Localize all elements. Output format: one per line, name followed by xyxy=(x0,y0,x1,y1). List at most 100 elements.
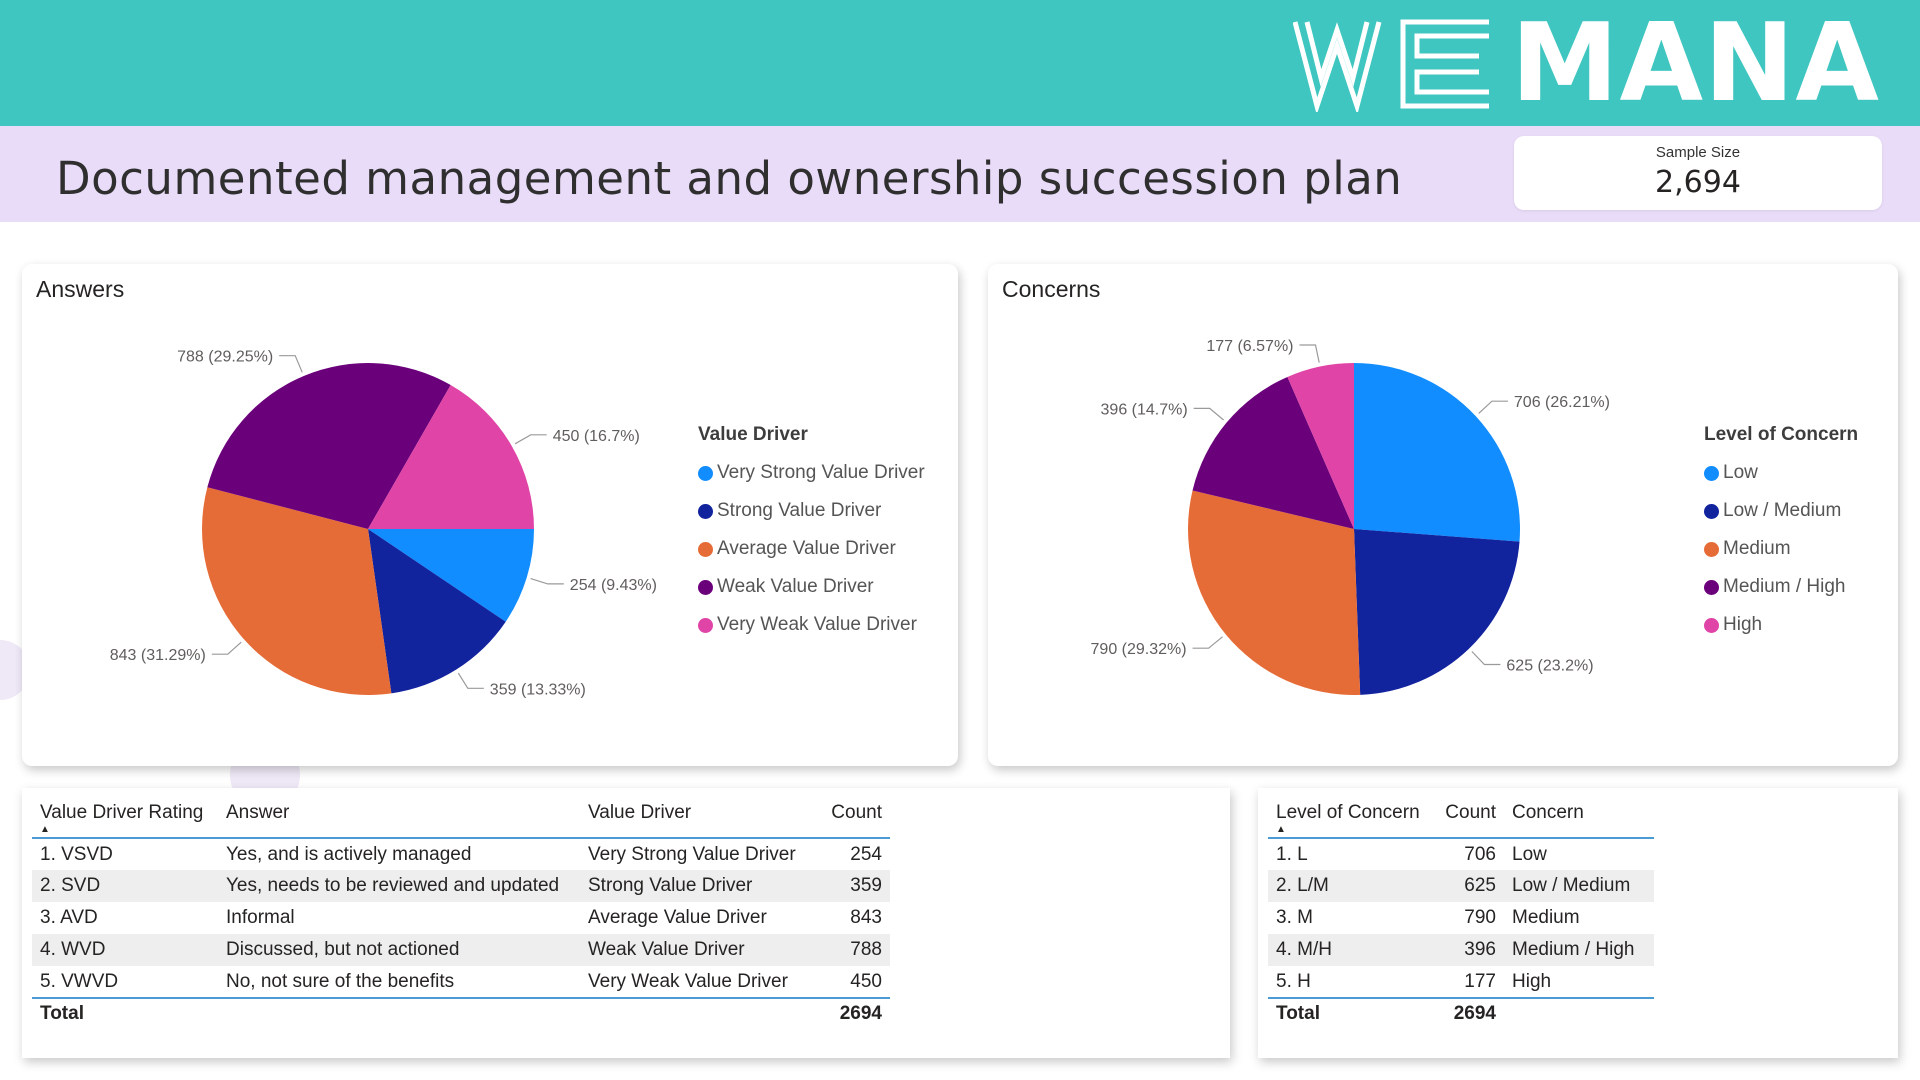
leader-line xyxy=(1471,651,1501,666)
table-row[interactable]: 1. VSVD Yes, and is actively managed Very … xyxy=(32,838,890,870)
legend-swatch-icon xyxy=(698,541,713,557)
table-cell: 254 xyxy=(850,843,882,865)
legend-label: Weak Value Driver xyxy=(717,576,874,597)
table-cell: 5. H xyxy=(1276,970,1311,992)
pie-slice[interactable] xyxy=(1354,529,1520,695)
legend-item[interactable]: Medium / High xyxy=(1704,568,1858,606)
concerns-pie-chart: 706 (26.21%) 625 (23.2%) 790 (29.32%) 396 (… xyxy=(1091,338,1610,695)
brand-logo: MANA xyxy=(1292,1,1880,126)
leader-line xyxy=(457,672,484,689)
pie-slice[interactable] xyxy=(368,529,534,622)
answers-table-card: Value Driver Rating ▲ Answer Value Driver… xyxy=(22,788,1230,1058)
pie-data-label: 254 (9.43%) xyxy=(570,577,657,594)
leader-line xyxy=(514,434,547,445)
table-row[interactable]: 3. AVD Informal Average Value Driver 843 xyxy=(32,902,890,934)
table-row[interactable]: 1. L 706 Low xyxy=(1268,838,1654,870)
legend-label: Medium xyxy=(1723,538,1791,559)
sort-ascending-icon[interactable]: ▲ xyxy=(40,824,50,835)
pie-slice[interactable] xyxy=(1354,363,1520,542)
answers-table: Value Driver Rating ▲ Answer Value Driver… xyxy=(32,788,890,1028)
table-cell: 359 xyxy=(850,875,882,896)
legend-item[interactable]: Weak Value Driver xyxy=(698,568,925,606)
table-cell: Yes, needs to be reviewed and updated xyxy=(226,875,560,896)
column-header-count[interactable]: Count xyxy=(1445,801,1496,823)
legend-label: Very Weak Value Driver xyxy=(717,614,917,635)
pie-slice[interactable] xyxy=(202,487,392,695)
table-cell: 4. M/H xyxy=(1276,939,1332,960)
legend-swatch-icon xyxy=(1704,465,1719,481)
table-row[interactable]: 2. L/M 625 Low / Medium xyxy=(1268,870,1654,902)
pie-slice[interactable] xyxy=(368,385,534,529)
table-row[interactable]: 4. WVD Discussed, but not actioned Weak Va… xyxy=(32,934,890,966)
table-row[interactable]: 4. M/H 396 Medium / High xyxy=(1268,934,1654,966)
column-header-answer[interactable]: Answer xyxy=(226,801,290,823)
leader-line xyxy=(1193,407,1224,421)
table-header-row: Value Driver Rating ▲ Answer Value Driver… xyxy=(32,788,890,838)
table-cell: 177 xyxy=(1464,970,1496,992)
table-cell: Yes, and is actively managed xyxy=(226,843,472,865)
legend-item[interactable]: High xyxy=(1704,606,1858,644)
answers-pie-chart: 254 (9.43%) 359 (13.33%) 843 (31.29%) 788 (… xyxy=(110,349,657,699)
leader-line xyxy=(530,578,564,585)
legend-swatch-icon xyxy=(698,503,713,519)
pie-data-label: 396 (14.7%) xyxy=(1101,401,1188,418)
column-header-level[interactable]: Level of Concern ▲ xyxy=(1276,801,1420,835)
legend-item[interactable]: Very Strong Value Driver xyxy=(698,454,925,492)
table-total-row: Total 2694 xyxy=(32,998,890,1028)
table-row[interactable]: 3. M 790 Medium xyxy=(1268,902,1654,934)
legend-label: Low / Medium xyxy=(1723,500,1842,521)
legend-item[interactable]: Low xyxy=(1704,454,1858,492)
concerns-legend: Level of Concern Low Low / Medium Medium Me… xyxy=(1704,424,1858,644)
table-row[interactable]: 5. H 177 High xyxy=(1268,966,1654,998)
table-cell: Informal xyxy=(226,907,295,928)
pie-data-label: 359 (13.33%) xyxy=(490,681,586,698)
column-header-concern[interactable]: Concern xyxy=(1512,801,1584,823)
table-cell: 3. AVD xyxy=(40,907,98,928)
table-cell: 450 xyxy=(850,970,882,992)
table-cell: 2. L/M xyxy=(1276,875,1329,896)
table-cell: High xyxy=(1512,970,1552,992)
brand-name: MANA xyxy=(1510,1,1880,126)
pie-data-label: 790 (29.32%) xyxy=(1091,641,1187,658)
table-cell: 2. SVD xyxy=(40,875,101,896)
table-cell: 3. M xyxy=(1276,907,1313,928)
legend-item[interactable]: Very Weak Value Driver xyxy=(698,606,925,644)
page-title: Documented management and ownership succ… xyxy=(56,152,1403,205)
legend-label: Average Value Driver xyxy=(717,538,896,559)
table-row[interactable]: 5. VWVD No, not sure of the benefits Very … xyxy=(32,966,890,998)
pie-data-label: 843 (31.29%) xyxy=(110,647,206,664)
pie-slice[interactable] xyxy=(368,529,506,694)
table-cell: 1. VSVD xyxy=(40,843,113,865)
total-value: 2694 xyxy=(1453,1002,1496,1024)
pie-slice[interactable] xyxy=(1287,363,1354,529)
table-cell: 843 xyxy=(850,907,882,928)
sample-size-value: 2,694 xyxy=(1655,165,1741,200)
table-cell: 706 xyxy=(1464,843,1496,865)
pie-slice[interactable] xyxy=(207,363,451,529)
sort-ascending-icon[interactable]: ▲ xyxy=(1276,824,1286,835)
legend-swatch-icon xyxy=(1704,503,1719,519)
column-header-rating[interactable]: Value Driver Rating ▲ xyxy=(40,801,204,835)
table-cell: No, not sure of the benefits xyxy=(226,970,455,992)
legend-title: Value Driver xyxy=(698,424,808,445)
column-header-count[interactable]: Count xyxy=(831,801,882,823)
table-row[interactable]: 2. SVD Yes, needs to be reviewed and upda… xyxy=(32,870,890,902)
table-cell: Low / Medium xyxy=(1512,875,1631,896)
leader-line xyxy=(211,641,242,655)
table-cell: Very Strong Value Driver xyxy=(588,843,796,865)
column-header-value-driver[interactable]: Value Driver xyxy=(588,801,692,823)
legend-item[interactable]: Average Value Driver xyxy=(698,530,925,568)
pie-data-label: 177 (6.57%) xyxy=(1206,338,1293,355)
table-cell: 396 xyxy=(1464,939,1496,960)
pie-slice[interactable] xyxy=(1192,376,1354,529)
legend-item[interactable]: Medium xyxy=(1704,530,1858,568)
legend-item[interactable]: Strong Value Driver xyxy=(698,492,925,530)
legend-item[interactable]: Low / Medium xyxy=(1704,492,1858,530)
pie-slice[interactable] xyxy=(1188,490,1361,695)
total-label: Total xyxy=(40,1002,84,1024)
legend-swatch-icon xyxy=(1704,541,1719,557)
legend-swatch-icon xyxy=(698,465,713,481)
table-cell: Low xyxy=(1512,843,1547,865)
table-cell: Medium xyxy=(1512,907,1580,928)
table-cell: Strong Value Driver xyxy=(588,875,753,896)
